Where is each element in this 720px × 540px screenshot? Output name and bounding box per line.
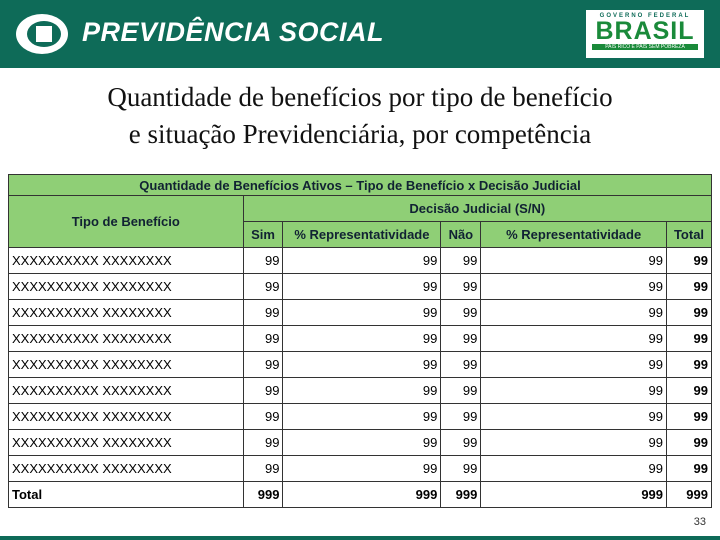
row-label: XXXXXXXXXX XXXXXXXX xyxy=(8,325,244,352)
cell: 99 xyxy=(440,429,482,456)
cell: 99 xyxy=(282,299,442,326)
cell: 99 xyxy=(480,299,668,326)
cell: 99 xyxy=(242,247,284,274)
row-label: XXXXXXXXXX XXXXXXXX xyxy=(8,429,244,456)
data-row: XXXXXXXXXX XXXXXXXX 99 99 99 99 99 xyxy=(8,351,712,378)
row-label: XXXXXXXXXX XXXXXXXX xyxy=(8,403,244,430)
cell: 99 xyxy=(480,325,668,352)
table: Quantidade de Benefícios Ativos – Tipo d… xyxy=(8,174,713,508)
data-row: XXXXXXXXXX XXXXXXXX 99 99 99 99 99 xyxy=(8,455,712,482)
cell: 99 xyxy=(480,455,668,482)
footer-bar xyxy=(0,536,720,540)
cell: 99 xyxy=(242,299,284,326)
row-label: XXXXXXXXXX XXXXXXXX xyxy=(8,377,244,404)
gov-slogan: PAÍS RICO É PAÍS SEM POBREZA xyxy=(592,44,698,50)
logo xyxy=(16,14,68,54)
column-header: Não xyxy=(440,221,482,248)
data-row: XXXXXXXXXX XXXXXXXX 99 99 99 99 99 xyxy=(8,403,712,430)
row-label: XXXXXXXXXX XXXXXXXX xyxy=(8,351,244,378)
cell: 99 xyxy=(440,299,482,326)
cell: 99 xyxy=(480,403,668,430)
table-title: Quantidade de Benefícios Ativos – Tipo d… xyxy=(8,174,712,196)
cell: 99 xyxy=(440,403,482,430)
cell: 99 xyxy=(282,429,442,456)
data-row: XXXXXXXXXX XXXXXXXX 99 99 99 99 99 xyxy=(8,325,712,352)
data-row: XXXXXXXXXX XXXXXXXX 99 99 99 99 99 xyxy=(8,247,712,274)
cell: 999 xyxy=(282,481,442,508)
cell: 99 xyxy=(440,377,482,404)
cell: 99 xyxy=(242,429,284,456)
cell: 99 xyxy=(282,247,442,274)
total-row: Total 999 999 999 999 999 xyxy=(8,481,712,508)
cell: 99 xyxy=(666,429,712,456)
cell: 99 xyxy=(440,325,482,352)
data-row: XXXXXXXXXX XXXXXXXX 99 99 99 99 99 xyxy=(8,429,712,456)
cell: 99 xyxy=(242,325,284,352)
column-header: % Representatividade xyxy=(282,221,442,248)
cell: 999 xyxy=(480,481,668,508)
row-label: XXXXXXXXXX XXXXXXXX xyxy=(8,455,244,482)
group-header: Decisão Judicial (S/N) xyxy=(242,195,713,222)
cell: 99 xyxy=(666,247,712,274)
cell: 99 xyxy=(440,351,482,378)
cell: 99 xyxy=(242,377,284,404)
cell: 99 xyxy=(282,403,442,430)
cell: 99 xyxy=(242,403,284,430)
cell: 99 xyxy=(480,247,668,274)
cell: 99 xyxy=(666,455,712,482)
cell: 99 xyxy=(440,455,482,482)
cell: 99 xyxy=(282,325,442,352)
data-row: XXXXXXXXXX XXXXXXXX 99 99 99 99 99 xyxy=(8,273,712,300)
cell: 99 xyxy=(666,299,712,326)
cell: 99 xyxy=(480,377,668,404)
cell: 99 xyxy=(282,377,442,404)
cell: 99 xyxy=(242,273,284,300)
cell: 99 xyxy=(440,247,482,274)
gov-top: GOVERNO FEDERAL xyxy=(599,13,691,19)
cell: 99 xyxy=(282,351,442,378)
data-row: XXXXXXXXXX XXXXXXXX 99 99 99 99 99 xyxy=(8,299,712,326)
title-row: Quantidade de Benefícios Ativos – Tipo d… xyxy=(8,174,712,196)
row-label: XXXXXXXXXX XXXXXXXX xyxy=(8,273,244,300)
cell: 999 xyxy=(440,481,482,508)
cell: 99 xyxy=(666,403,712,430)
gov-name: BRASIL xyxy=(595,17,695,45)
gov-logo: GOVERNO FEDERAL BRASIL PAÍS RICO É PAÍS … xyxy=(586,10,704,58)
title-line: Quantidade de benefícios por tipo de ben… xyxy=(107,82,613,112)
header-row: Tipo de Benefício Decisão Judicial (S/N) xyxy=(8,195,713,248)
cell: 99 xyxy=(282,273,442,300)
row-label: Total xyxy=(8,481,244,508)
column-header: % Representatividade xyxy=(480,221,668,248)
title-line: e situação Previdenciária, por competênc… xyxy=(128,119,592,149)
row-label: XXXXXXXXXX XXXXXXXX xyxy=(8,299,244,326)
column-header: Sim xyxy=(242,221,284,248)
cell: 99 xyxy=(242,351,284,378)
column-header: Total xyxy=(666,221,712,248)
type-header: Tipo de Benefício xyxy=(8,195,244,248)
brand: PREVIDÊNCIA SOCIAL xyxy=(82,17,385,47)
cell: 99 xyxy=(666,377,712,404)
header-bar: PREVIDÊNCIA SOCIAL GOVERNO FEDERAL BRASI… xyxy=(0,0,720,68)
cell: 999 xyxy=(242,481,284,508)
cell: 99 xyxy=(480,351,668,378)
cell: 99 xyxy=(242,455,284,482)
cell: 99 xyxy=(480,273,668,300)
data-row: XXXXXXXXXX XXXXXXXX 99 99 99 99 99 xyxy=(8,377,712,404)
cell: 99 xyxy=(666,273,712,300)
cell: 99 xyxy=(282,455,442,482)
cell: 999 xyxy=(666,481,712,508)
row-label: XXXXXXXXXX XXXXXXXX xyxy=(8,247,244,274)
cell: 99 xyxy=(440,273,482,300)
subheader-row: Sim% Representatividade Não% Representati… xyxy=(9,221,712,248)
cell: 99 xyxy=(666,351,712,378)
cell: 99 xyxy=(666,325,712,352)
page-number: 33 xyxy=(693,516,706,528)
cell: 99 xyxy=(480,429,668,456)
table-body: Quantidade de Benefícios Ativos – Tipo d… xyxy=(8,174,713,508)
